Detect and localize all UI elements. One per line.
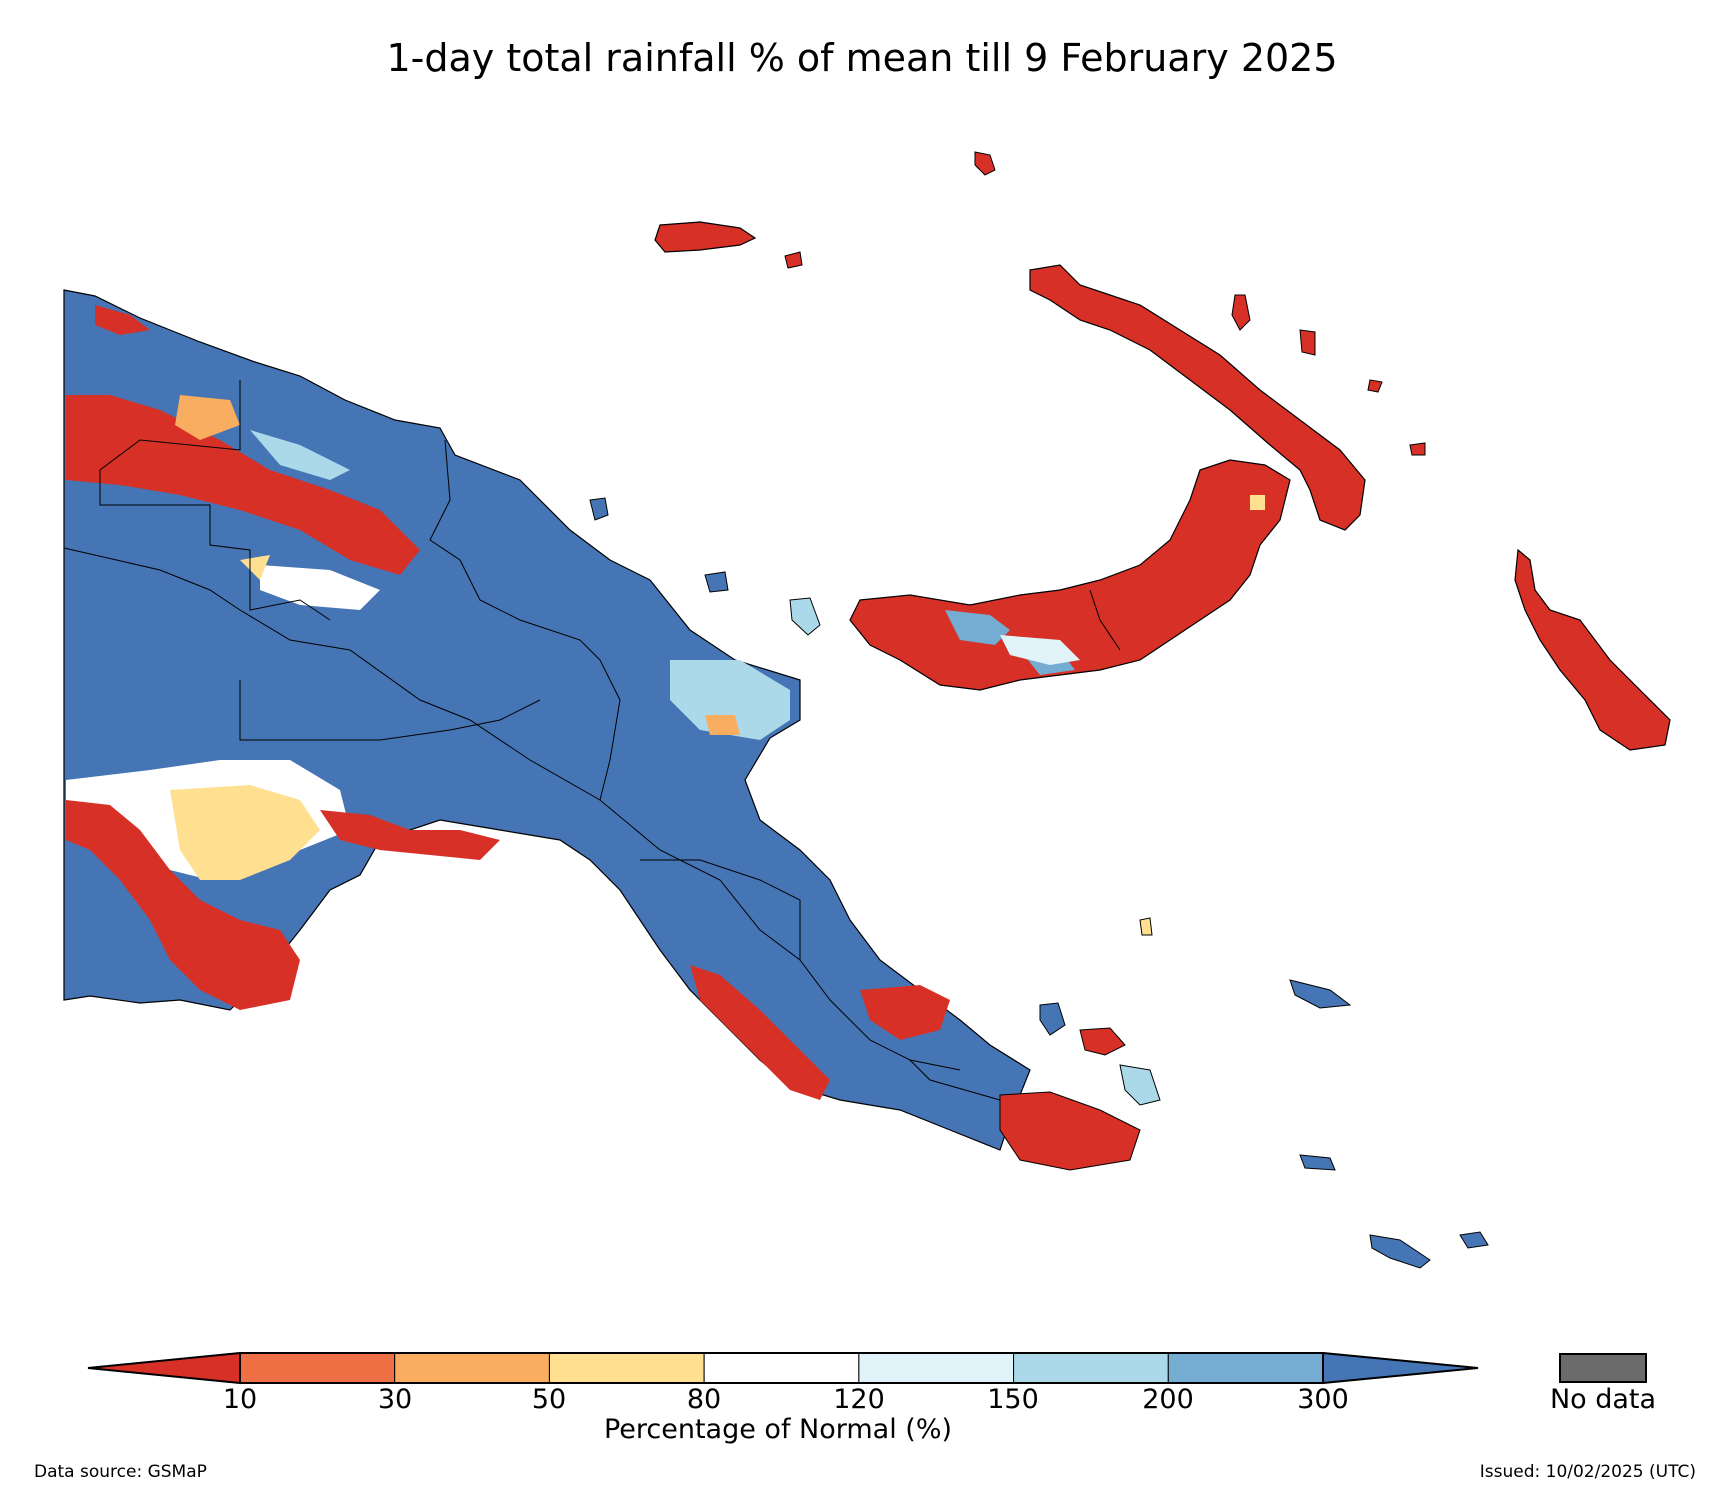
rainfall-map (63, 151, 1671, 1269)
rain-zone-light-nw (250, 430, 350, 480)
province-boundaries (63, 380, 1121, 1101)
island-north-6 (784, 251, 803, 269)
rain-zone-north-light (670, 660, 790, 740)
island-misima (1299, 1154, 1336, 1171)
new-britain-yellow (1250, 495, 1265, 510)
issued-date: Issued: 10/02/2025 (UTC) (1479, 1462, 1696, 1482)
no-data-swatch (1559, 1353, 1647, 1383)
no-data-label: No data (1549, 1384, 1657, 1415)
island-normanby (1119, 1064, 1161, 1106)
colorbar-segment (858, 1352, 1015, 1384)
new-ireland (1029, 264, 1366, 531)
rain-zone-south-red (66, 800, 300, 1010)
map-title: 1-day total rainfall % of mean till 9 Fe… (386, 36, 1338, 80)
island-north-4 (1367, 379, 1383, 393)
rain-zone-orange-nw (175, 395, 240, 440)
colorbar-tick-label: 150 (987, 1384, 1039, 1415)
rain-zone-neutral-highlands (260, 565, 380, 610)
rain-zone-dry-nw (66, 395, 420, 575)
colorbar-segment (239, 1352, 396, 1384)
rain-zone-south-yellow (170, 785, 320, 880)
rain-zone-north-orange (705, 715, 740, 735)
colorbar-label: Percentage of Normal (%) (603, 1414, 953, 1445)
rain-zone-peninsula-red-2 (860, 985, 950, 1040)
island-rossel (1459, 1231, 1489, 1249)
island-trobriand (1139, 917, 1153, 936)
new-britain-light (1000, 635, 1080, 665)
rain-zone-fly-red (320, 810, 500, 860)
island-north-2 (1231, 294, 1251, 331)
manus-island (654, 221, 757, 253)
colorbar-tick-label: 120 (833, 1384, 885, 1415)
colorbar-extend-low (87, 1351, 241, 1385)
peninsula-tip (999, 1091, 1141, 1171)
colorbar-segments (87, 1351, 1479, 1385)
island-sudest (1369, 1234, 1431, 1269)
colorbar-segment (394, 1352, 550, 1384)
rain-zone-dry-nw-top (95, 305, 150, 335)
new-britain-blue-west (945, 610, 1010, 645)
colorbar-outline (239, 1352, 1324, 1384)
colorbar-segment (703, 1352, 860, 1384)
colorbar-segment (1167, 1352, 1324, 1384)
colorbar-tick-label: 200 (1142, 1384, 1194, 1415)
island-long (704, 571, 729, 593)
colorbar-tick-label: 10 (222, 1384, 258, 1415)
island-north-1 (974, 151, 996, 176)
island-karkar (589, 497, 609, 521)
island-north-5 (1409, 442, 1426, 456)
colorbar-tick-label: 80 (686, 1384, 722, 1415)
bougainville (1514, 548, 1671, 751)
colorbar-tick-label: 50 (531, 1384, 567, 1415)
colorbar-segment (548, 1352, 705, 1384)
colorbar-tick-label: 300 (1297, 1384, 1349, 1415)
rain-zone-peninsula-red (690, 965, 830, 1100)
colorbar-segment (1013, 1352, 1169, 1384)
rain-zone-orange-highlands (240, 555, 270, 580)
island-goodenough (1039, 1002, 1066, 1036)
data-source: Data source: GSMaP (34, 1462, 207, 1482)
colorbar-extend-high (1322, 1351, 1479, 1385)
colorbar-tick-label: 30 (377, 1384, 413, 1415)
island-umboi (789, 597, 821, 636)
island-woodlark (1289, 979, 1352, 1009)
island-north-3 (1299, 329, 1316, 356)
island-fergusson (1079, 1027, 1126, 1056)
